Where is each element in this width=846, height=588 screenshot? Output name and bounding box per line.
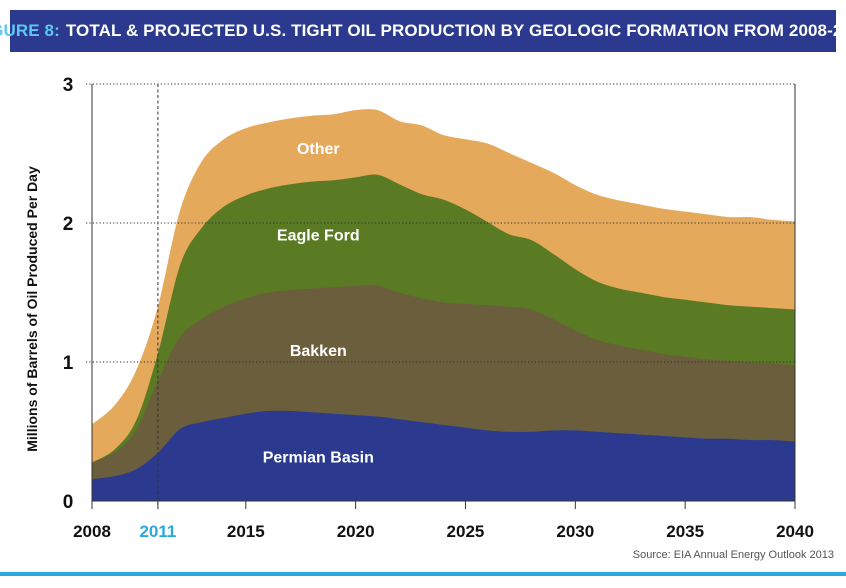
x-tick-label-2020: 2020	[337, 522, 375, 541]
x-tick-label-2008: 2008	[73, 522, 111, 541]
chart-title: TOTAL & PROJECTED U.S. TIGHT OIL PRODUCT…	[65, 21, 846, 40]
x-tick-label-2035: 2035	[666, 522, 704, 541]
figure-label: FIGURE 8:	[0, 21, 60, 40]
x-tick-label-2040: 2040	[776, 522, 814, 541]
source-note: Source: EIA Annual Energy Outlook 2013	[632, 549, 834, 561]
y-tick-label-2: 2	[63, 214, 74, 235]
y-tick-label-3: 3	[63, 75, 74, 96]
series-label-eagle-ford: Eagle Ford	[277, 227, 360, 244]
y-tick-label-0: 0	[63, 492, 74, 513]
x-tick-label-2025: 2025	[447, 522, 485, 541]
bottom-accent-rule	[0, 572, 846, 576]
chart-title-bar: FIGURE 8: TOTAL & PROJECTED U.S. TIGHT O…	[0, 10, 846, 52]
y-tick-label-1: 1	[63, 353, 74, 374]
series-label-permian-basin: Permian Basin	[263, 450, 374, 467]
x-tick-label-2015: 2015	[227, 522, 265, 541]
y-axis-title: Millions of Barrels of Oil Produced Per …	[24, 166, 40, 452]
x-tick-label-2011: 2011	[139, 522, 176, 541]
series-label-bakken: Bakken	[290, 343, 347, 360]
series-label-other: Other	[297, 141, 340, 158]
x-tick-label-2030: 2030	[556, 522, 594, 541]
